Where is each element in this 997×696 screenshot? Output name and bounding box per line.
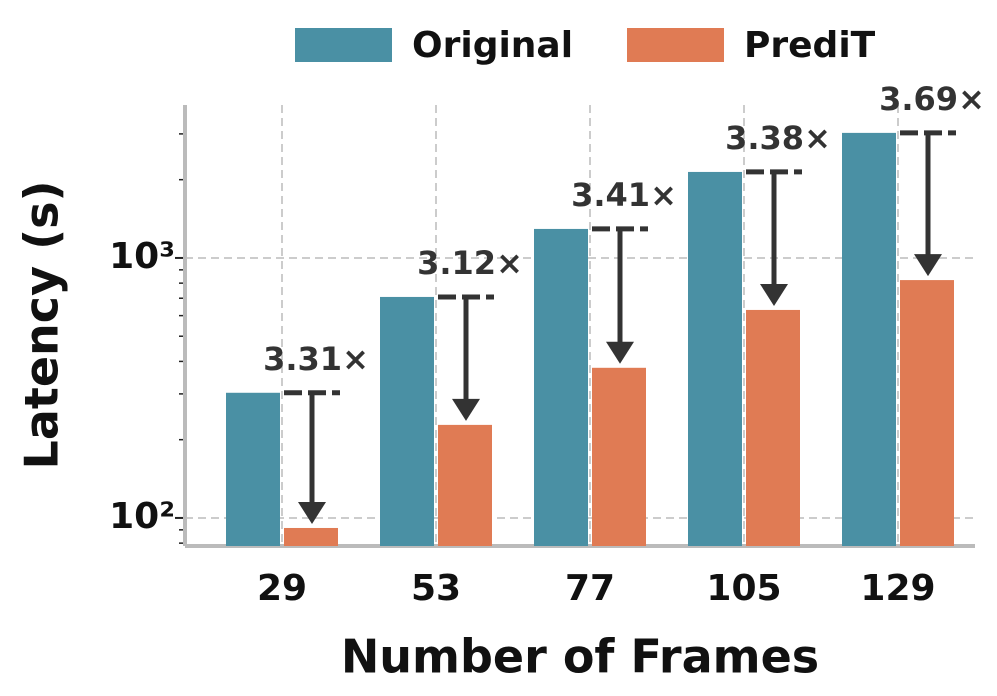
x-tick-label: 105 (706, 568, 781, 609)
y-tick-label: 10² (109, 496, 175, 537)
bar (226, 392, 280, 546)
legend-label: PrediT (744, 25, 876, 66)
speedup-label: 3.12× (417, 244, 523, 282)
speedup-arrowhead (606, 341, 634, 364)
legend-label: Original (412, 25, 573, 66)
speedup-arrowhead (760, 283, 788, 306)
x-tick-label: 129 (860, 568, 935, 609)
speedup-label: 3.31× (263, 340, 369, 378)
bar (534, 228, 588, 546)
speedup-arrowhead (298, 501, 326, 524)
x-tick-label: 53 (411, 568, 461, 609)
legend-swatch (627, 28, 724, 62)
speedup-label: 3.41× (571, 176, 677, 214)
x-tick-label: 77 (565, 568, 615, 609)
speedup-label: 3.38× (725, 119, 831, 157)
y-axis-label: Latency (s) (15, 181, 69, 470)
x-axis-label: Number of Frames (341, 630, 819, 684)
speedup-arrowhead (452, 398, 480, 421)
bar (592, 367, 646, 546)
bar (842, 132, 896, 547)
bar (284, 527, 338, 546)
bar (438, 424, 492, 546)
speedup-arrowhead (914, 254, 942, 277)
speedup-label: 3.69× (879, 80, 985, 118)
bar (380, 296, 434, 546)
bar (746, 309, 800, 546)
bar (688, 171, 742, 547)
x-tick-label: 29 (257, 568, 307, 609)
legend-swatch (295, 28, 392, 62)
y-tick-label: 10³ (109, 236, 175, 277)
bar (900, 280, 954, 546)
